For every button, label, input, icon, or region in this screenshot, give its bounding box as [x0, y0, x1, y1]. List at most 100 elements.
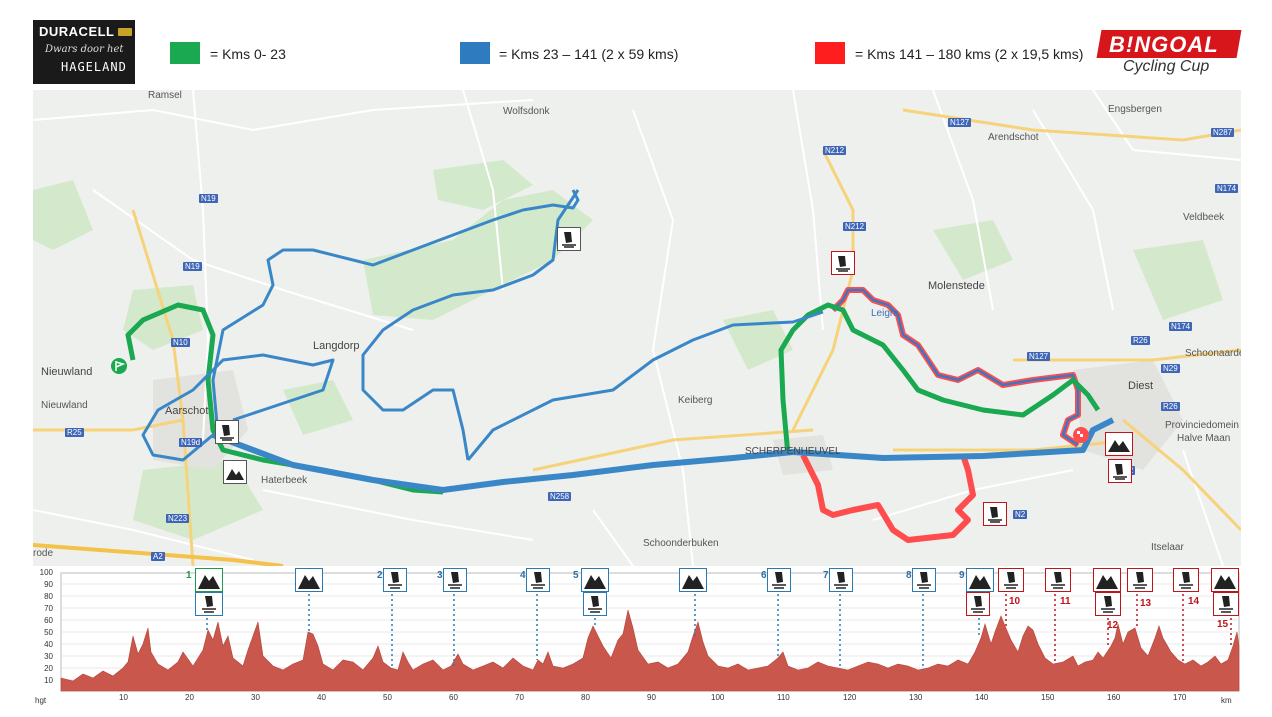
race-logo-line2: HAGELAND	[61, 60, 127, 74]
elevation-profile: 100 90 80 70 60 50 40 30 20 10 10 20 30 …	[33, 566, 1241, 706]
route-blue-inner-loop	[361, 189, 580, 461]
checkpoint-lines	[206, 594, 1232, 670]
x-tick-80: 80	[581, 693, 590, 702]
road-shield-n19b: N19	[183, 262, 202, 271]
map-cobble-marker-red-1[interactable]	[831, 251, 855, 275]
place-ramsel: Ramsel	[148, 90, 182, 101]
y-tick-20: 20	[44, 664, 53, 673]
checkpoint-number-9: 9	[959, 570, 965, 581]
place-halve-maan: Halve Maan	[1177, 433, 1231, 444]
checkpoint-number-2: 2	[377, 570, 383, 581]
map-cobble-marker-red-2[interactable]	[983, 502, 1007, 526]
checkpoint-number-3: 3	[437, 570, 443, 581]
profile-hill-icon-2	[295, 568, 323, 592]
map-canvas	[33, 90, 1241, 566]
profile-cobble-icon-10	[998, 568, 1024, 592]
profile-hill-icon-6	[679, 568, 707, 592]
checkpoint-number-1: 1	[186, 570, 192, 581]
profile-cobble-icon-11	[1045, 568, 1071, 592]
road-shield-r26: R26	[1131, 336, 1150, 345]
map-hill-marker-red[interactable]	[1105, 432, 1133, 456]
road-shield-n287: N287	[1211, 128, 1235, 137]
x-tick-70: 70	[515, 693, 524, 702]
checkpoint-number-6: 6	[761, 570, 767, 581]
profile-cobble-icon-14	[1173, 568, 1199, 592]
place-scherpenheuvel: SCHERPENHEUVEL	[745, 446, 841, 457]
profile-hill-icon-5	[581, 568, 609, 592]
road-shield-n223: N223	[166, 514, 190, 523]
legend-label-blue: = Kms 23 – 141 (2 x 59 kms)	[499, 46, 679, 62]
x-tick-150: 150	[1041, 693, 1055, 702]
x-tick-130: 130	[909, 693, 923, 702]
place-molenstede: Molenstede	[928, 280, 985, 292]
duracell-race-logo: DURACELL Dwars door het HAGELAND	[33, 20, 135, 84]
route-red-circuit	[800, 453, 976, 543]
checkpoint-number-7: 7	[823, 570, 829, 581]
profile-cobble-icon-12	[1095, 592, 1121, 616]
road-shield-n2b: N2	[1013, 510, 1028, 519]
x-tick-100: 100	[711, 693, 725, 702]
y-tick-40: 40	[44, 640, 53, 649]
x-axis-label-km: km	[1221, 696, 1232, 705]
y-tick-90: 90	[44, 580, 53, 589]
road-shield-n10: N10	[171, 338, 190, 347]
checkpoint-number-4: 4	[520, 570, 526, 581]
place-wolfsdonk: Wolfsdonk	[503, 106, 550, 117]
x-tick-140: 140	[975, 693, 989, 702]
profile-canvas	[60, 572, 1240, 692]
map-hill-marker-1[interactable]	[223, 460, 247, 484]
road-shield-n174: N174	[1215, 184, 1239, 193]
y-tick-10: 10	[44, 676, 53, 685]
route-blue-over-red	[832, 288, 1080, 447]
road-shield-n19d: N19d	[179, 438, 203, 447]
x-tick-10: 10	[119, 693, 128, 702]
road-shield-n174b: N174	[1169, 322, 1193, 331]
checkpoint-number-13: 13	[1140, 598, 1152, 609]
profile-cobble-icon-6	[767, 568, 791, 592]
y-axis-label-hgt: hgt	[35, 696, 47, 705]
legend-swatch-red	[815, 42, 845, 64]
checkpoint-number-14: 14	[1188, 596, 1200, 607]
map-cobble-marker-red-3[interactable]	[1108, 459, 1132, 483]
place-schoonderbuken: Schoonderbuken	[643, 538, 719, 549]
profile-cobble-icon-8	[912, 568, 936, 592]
place-schoonaarde: Schoonaarde	[1185, 348, 1241, 359]
bingoal-cycling-cup-logo: B!NGOAL Cycling Cup	[1096, 28, 1242, 78]
profile-hill-icon-1	[195, 568, 223, 592]
map-cobble-marker-1[interactable]	[557, 227, 581, 251]
road-shield-n19: N19	[199, 194, 218, 203]
road-shield-n212: N212	[823, 146, 847, 155]
road-shield-n258: N258	[548, 492, 572, 501]
x-tick-40: 40	[317, 693, 326, 702]
profile-cobble-icon-5	[583, 592, 607, 616]
y-tick-50: 50	[44, 628, 53, 637]
profile-cobble-icon-9	[966, 592, 990, 616]
road-shield-a2: A2	[151, 552, 165, 561]
road-shield-n29: N29	[1161, 364, 1180, 373]
road-shield-n127: N127	[948, 118, 972, 127]
route-blue-aarschot-loop	[141, 353, 335, 462]
y-tick-30: 30	[44, 652, 53, 661]
route-blue-north-loop	[211, 189, 580, 436]
x-tick-110: 110	[777, 693, 790, 702]
profile-cobble-icon-1	[195, 592, 223, 616]
motorway	[33, 543, 284, 566]
place-haterbeek: Haterbeek	[261, 475, 308, 486]
place-itselaar: Itselaar	[1151, 542, 1184, 553]
map-cobble-marker-2[interactable]	[215, 420, 239, 444]
route-map[interactable]: Ramsel Wolfsdonk Engsbergen Arendschot V…	[33, 90, 1241, 566]
x-tick-90: 90	[647, 693, 656, 702]
place-aarschot: Aarschot	[165, 405, 209, 417]
checkpoint-number-8: 8	[906, 570, 912, 581]
place-engsbergen: Engsbergen	[1108, 104, 1162, 115]
profile-hill-icon-12	[1093, 568, 1121, 592]
place-provinciedomein: Provinciedomein	[1165, 420, 1239, 431]
road-shield-r26b: R26	[1161, 402, 1180, 411]
x-tick-160: 160	[1107, 693, 1121, 702]
duracell-brand: DURACELL	[39, 24, 132, 39]
x-tick-60: 60	[449, 693, 458, 702]
checkpoint-number-10: 10	[1009, 596, 1021, 607]
header: DURACELL Dwars door het HAGELAND = Kms 0…	[0, 0, 1272, 90]
bingoal-subtitle: Cycling Cup	[1123, 58, 1210, 75]
legend-swatch-green	[170, 42, 200, 64]
